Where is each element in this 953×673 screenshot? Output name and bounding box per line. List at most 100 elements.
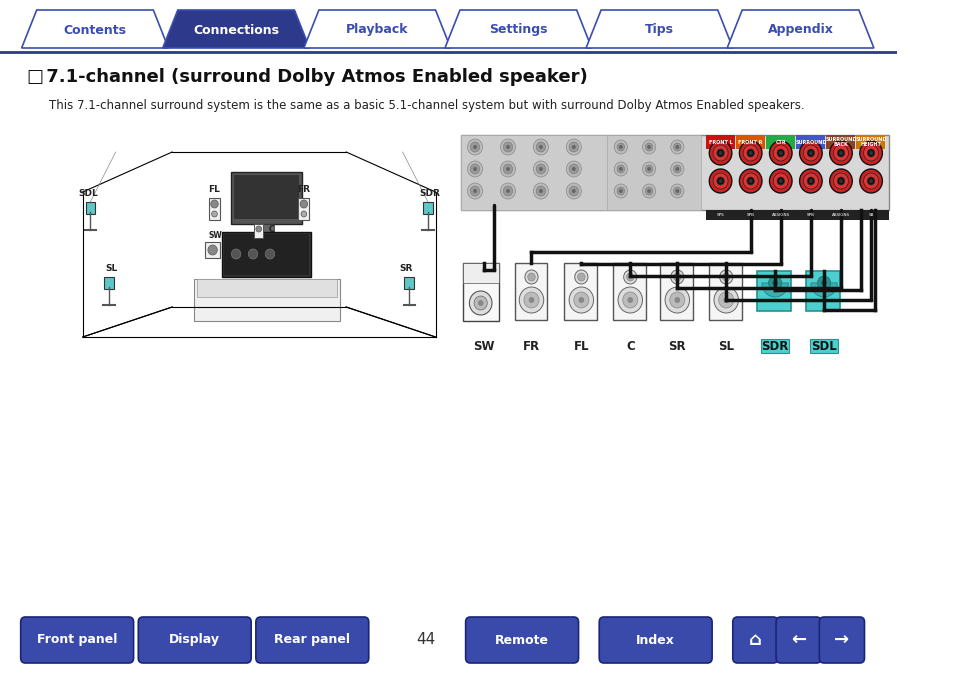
Bar [809,339,838,353]
Circle shape [748,179,752,183]
Circle shape [718,292,733,308]
Text: SR: SR [668,339,685,353]
Text: 7.1-channel (surround Dolby Atmos Enabled speaker): 7.1-channel (surround Dolby Atmos Enable… [39,68,587,86]
Circle shape [776,177,783,185]
Circle shape [837,149,843,157]
Bar [232,172,302,224]
Circle shape [716,149,723,157]
Bar [613,263,645,320]
Text: Appendix: Appendix [767,24,833,36]
Bar [234,175,299,219]
Circle shape [500,161,515,177]
Text: FL: FL [209,185,220,194]
Circle shape [859,169,882,193]
Polygon shape [303,10,450,48]
Circle shape [808,151,812,155]
Circle shape [618,189,622,193]
Circle shape [833,145,847,161]
Text: ASSIGNS: ASSIGNS [771,213,789,217]
Circle shape [817,276,830,290]
Circle shape [719,270,732,284]
Circle shape [527,273,535,281]
Text: □: □ [27,68,43,86]
Circle shape [538,145,542,149]
Circle shape [641,162,655,176]
FancyBboxPatch shape [255,617,369,663]
Bar [196,279,336,297]
Bar [735,135,764,149]
Circle shape [673,165,680,173]
Circle shape [572,145,575,149]
Circle shape [212,211,217,217]
Circle shape [265,249,274,259]
Circle shape [505,145,509,149]
Text: SDR: SDR [419,189,440,198]
Circle shape [505,189,509,193]
Circle shape [799,141,821,165]
Circle shape [248,249,257,259]
Circle shape [742,145,758,161]
Circle shape [708,169,731,193]
Circle shape [617,143,624,151]
Circle shape [477,300,483,306]
Text: ⌂: ⌂ [748,631,761,649]
Circle shape [670,162,683,176]
Text: SPB: SPB [746,213,754,217]
Bar [224,234,309,275]
Circle shape [566,161,580,177]
Circle shape [536,142,545,152]
Circle shape [536,164,545,174]
Bar [705,210,888,220]
Circle shape [211,200,218,208]
Circle shape [669,292,684,308]
Circle shape [467,183,482,199]
Bar [460,135,606,210]
Text: SPB: SPB [806,213,814,217]
Circle shape [670,270,683,284]
Circle shape [614,184,627,198]
Circle shape [866,177,874,185]
Circle shape [503,164,512,174]
FancyBboxPatch shape [819,617,863,663]
Bar [222,232,311,277]
Bar [253,224,263,238]
Bar [855,135,884,149]
Circle shape [721,273,729,281]
Circle shape [644,165,652,173]
Circle shape [675,145,679,149]
Circle shape [617,187,624,195]
Circle shape [577,273,584,281]
Circle shape [718,151,721,155]
Circle shape [641,140,655,154]
Circle shape [618,287,641,313]
Text: FL: FL [573,339,589,353]
Bar [298,198,309,220]
Circle shape [626,273,634,281]
Circle shape [829,169,851,193]
FancyBboxPatch shape [732,617,777,663]
Text: SURROUND: SURROUND [795,139,825,145]
Text: FR: FR [522,339,539,353]
Text: CTR: CTR [775,139,785,145]
Text: SDR: SDR [760,339,788,353]
Circle shape [748,151,752,155]
Bar [193,279,339,321]
Circle shape [614,140,627,154]
Bar [705,135,734,149]
Circle shape [802,173,818,189]
Text: FRONT R: FRONT R [738,139,762,145]
Circle shape [528,297,534,303]
Text: Connections: Connections [193,24,279,36]
Circle shape [470,164,479,174]
Circle shape [533,139,548,155]
Text: SW: SW [473,339,494,353]
Circle shape [578,297,583,303]
Circle shape [524,270,537,284]
Circle shape [536,186,545,196]
Bar [659,263,693,320]
Text: SDL: SDL [78,189,98,198]
Bar [205,242,220,258]
Circle shape [523,292,538,308]
Circle shape [868,179,872,183]
Circle shape [772,280,777,286]
